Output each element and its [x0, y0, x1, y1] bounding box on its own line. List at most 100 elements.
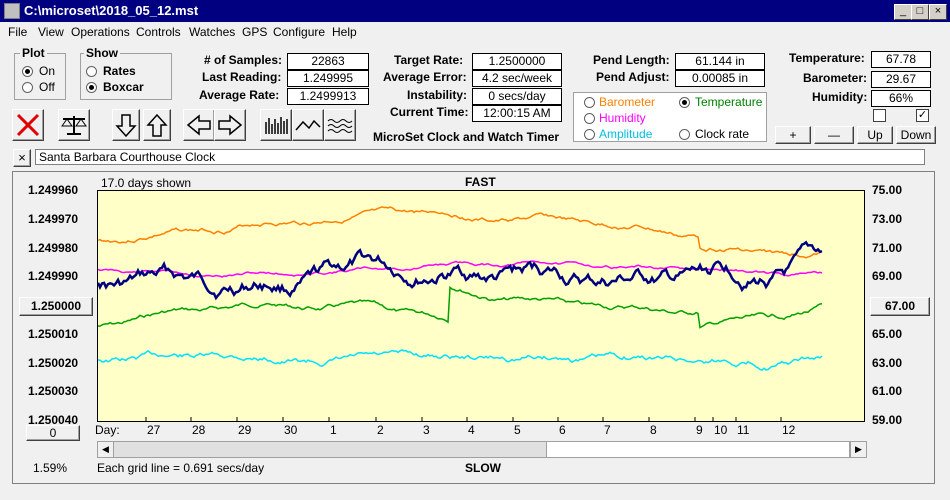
- minus-button[interactable]: —: [814, 126, 854, 144]
- option-clockrate-label: Clock rate: [695, 127, 750, 141]
- scroll-thumb[interactable]: [546, 442, 850, 457]
- option-clockrate-radio[interactable]: [679, 129, 690, 140]
- left-axis-tick-label: 1.250040: [28, 413, 79, 427]
- day-tick-label: 27: [147, 423, 161, 437]
- clear-name-button[interactable]: ×: [13, 149, 31, 167]
- grid-note-label: Each grid line = 0.691 secs/day: [97, 461, 265, 475]
- percent-label: 1.59%: [33, 461, 68, 475]
- sensor-checkbox-1[interactable]: [873, 109, 886, 122]
- barometer-series: [97, 285, 823, 329]
- sensor-checkbox-2[interactable]: ✓: [916, 109, 929, 122]
- day-tick-label: 5: [514, 423, 521, 437]
- chart-svg: [96, 206, 823, 421]
- day-tick-label: 11: [737, 423, 750, 437]
- plot-off-radio[interactable]: [22, 82, 33, 93]
- right-axis-tick-label: 75.00: [872, 183, 903, 197]
- amplitude-series: [97, 349, 823, 372]
- option-temperature-radio[interactable]: [679, 97, 690, 108]
- day-tick-label: 12: [782, 423, 796, 437]
- close-button[interactable]: ×: [929, 4, 947, 20]
- right-axis-tick-label: 65.00: [872, 326, 903, 341]
- up-arrow-button[interactable]: [143, 109, 171, 141]
- temperature-field: 67.78: [871, 51, 931, 68]
- bar-graph-button[interactable]: [260, 109, 292, 141]
- menu-configure[interactable]: Configure: [273, 25, 326, 39]
- show-boxcar-label: Boxcar: [103, 80, 144, 94]
- show-boxcar-radio[interactable]: [86, 82, 97, 93]
- bar-graph-icon: [265, 117, 288, 134]
- plus-button[interactable]: +: [775, 126, 811, 144]
- day-tick-label: 10: [714, 423, 728, 437]
- day-tick-label: 2: [377, 423, 384, 437]
- days-shown-label: 17.0 days shown: [101, 176, 192, 190]
- scroll-right-icon[interactable]: ▶: [850, 442, 866, 457]
- day-tick-label: 30: [284, 423, 298, 437]
- menu-view[interactable]: View: [38, 25, 64, 39]
- day-tick-label: 6: [559, 423, 566, 437]
- show-group-label: Show: [84, 46, 120, 60]
- scroll-left-icon[interactable]: ◀: [98, 442, 114, 457]
- title-bar: C:\microset\2018_05_12.mst _ □ ×: [0, 0, 950, 22]
- line-graph-button[interactable]: [292, 109, 324, 141]
- pend-adjust-label: Pend Adjust:: [596, 70, 670, 84]
- day-tick-label: 9: [696, 423, 703, 437]
- menu-bar: File View Operations Controls Watches GP…: [0, 22, 950, 41]
- current-time-label: Current Time:: [390, 105, 469, 119]
- arrow-down-icon: [115, 114, 137, 138]
- option-amplitude-radio[interactable]: [584, 129, 595, 140]
- arrow-up-icon: [146, 113, 168, 137]
- red-x-icon: [16, 113, 40, 137]
- left-axis-tick-label: 1.249970: [28, 211, 79, 226]
- instability-field: 0 secs/day: [472, 88, 562, 105]
- wave-graph-button[interactable]: [324, 109, 356, 141]
- chart-plot-area[interactable]: [96, 190, 865, 422]
- menu-operations[interactable]: Operations: [71, 25, 130, 39]
- center-left-button[interactable]: 1.250000: [19, 297, 93, 316]
- left-arrow-button[interactable]: [183, 109, 215, 141]
- option-barometer-radio[interactable]: [584, 97, 595, 108]
- stop-button[interactable]: [12, 109, 44, 141]
- down-button[interactable]: Down: [896, 126, 936, 144]
- menu-help[interactable]: Help: [332, 25, 357, 39]
- option-humidity-radio[interactable]: [584, 113, 595, 124]
- down-arrow-button[interactable]: [112, 109, 140, 141]
- average-rate-field: 1.2499913: [287, 88, 369, 105]
- average-error-label: Average Error:: [383, 70, 467, 84]
- right-axis-tick-label: 73.00: [872, 211, 903, 226]
- center-right-button[interactable]: 67.00: [870, 297, 930, 316]
- option-barometer-label: Barometer: [599, 95, 656, 109]
- day-tick-label: 29: [238, 423, 252, 437]
- app-icon: [4, 3, 20, 19]
- minimize-button[interactable]: _: [894, 4, 912, 20]
- left-axis-tick-label: 1.249980: [28, 240, 79, 255]
- horizontal-scrollbar[interactable]: ◀ ▶: [97, 441, 867, 458]
- menu-controls[interactable]: Controls: [136, 25, 181, 39]
- show-group: [80, 53, 172, 100]
- temperature-label: Temperature:: [789, 51, 865, 65]
- maximize-button[interactable]: □: [911, 4, 929, 20]
- right-arrow-button[interactable]: [214, 109, 246, 141]
- last-reading-field: 1.249995: [287, 70, 369, 87]
- show-rates-radio[interactable]: [86, 66, 97, 77]
- left-axis-tick-label: 1.250020: [28, 355, 79, 370]
- day-tick-label: 1: [330, 423, 337, 437]
- option-humidity-label: Humidity: [599, 111, 646, 125]
- plot-on-radio[interactable]: [22, 66, 33, 77]
- option-temperature-label: Temperature: [695, 95, 763, 109]
- arrow-left-icon: [186, 114, 211, 136]
- left-axis-tick-label: 1.250010: [28, 326, 79, 341]
- average-error-field: 4.2 sec/week: [472, 70, 562, 87]
- pend-length-field[interactable]: 61.144 in: [675, 53, 765, 70]
- up-button[interactable]: Up: [857, 126, 893, 144]
- balance-button[interactable]: [58, 109, 90, 141]
- target-rate-field[interactable]: 1.2500000: [472, 53, 562, 70]
- menu-watches[interactable]: Watches: [189, 25, 236, 39]
- day-tick-label: 4: [468, 423, 475, 437]
- menu-file[interactable]: File: [8, 25, 28, 39]
- zero-button[interactable]: 0: [26, 425, 80, 441]
- day-tick-label: 28: [192, 423, 206, 437]
- window-title: C:\microset\2018_05_12.mst: [24, 3, 199, 18]
- menu-gps[interactable]: GPS: [242, 25, 268, 39]
- clock-name-input[interactable]: Santa Barbara Courthouse Clock: [35, 149, 925, 165]
